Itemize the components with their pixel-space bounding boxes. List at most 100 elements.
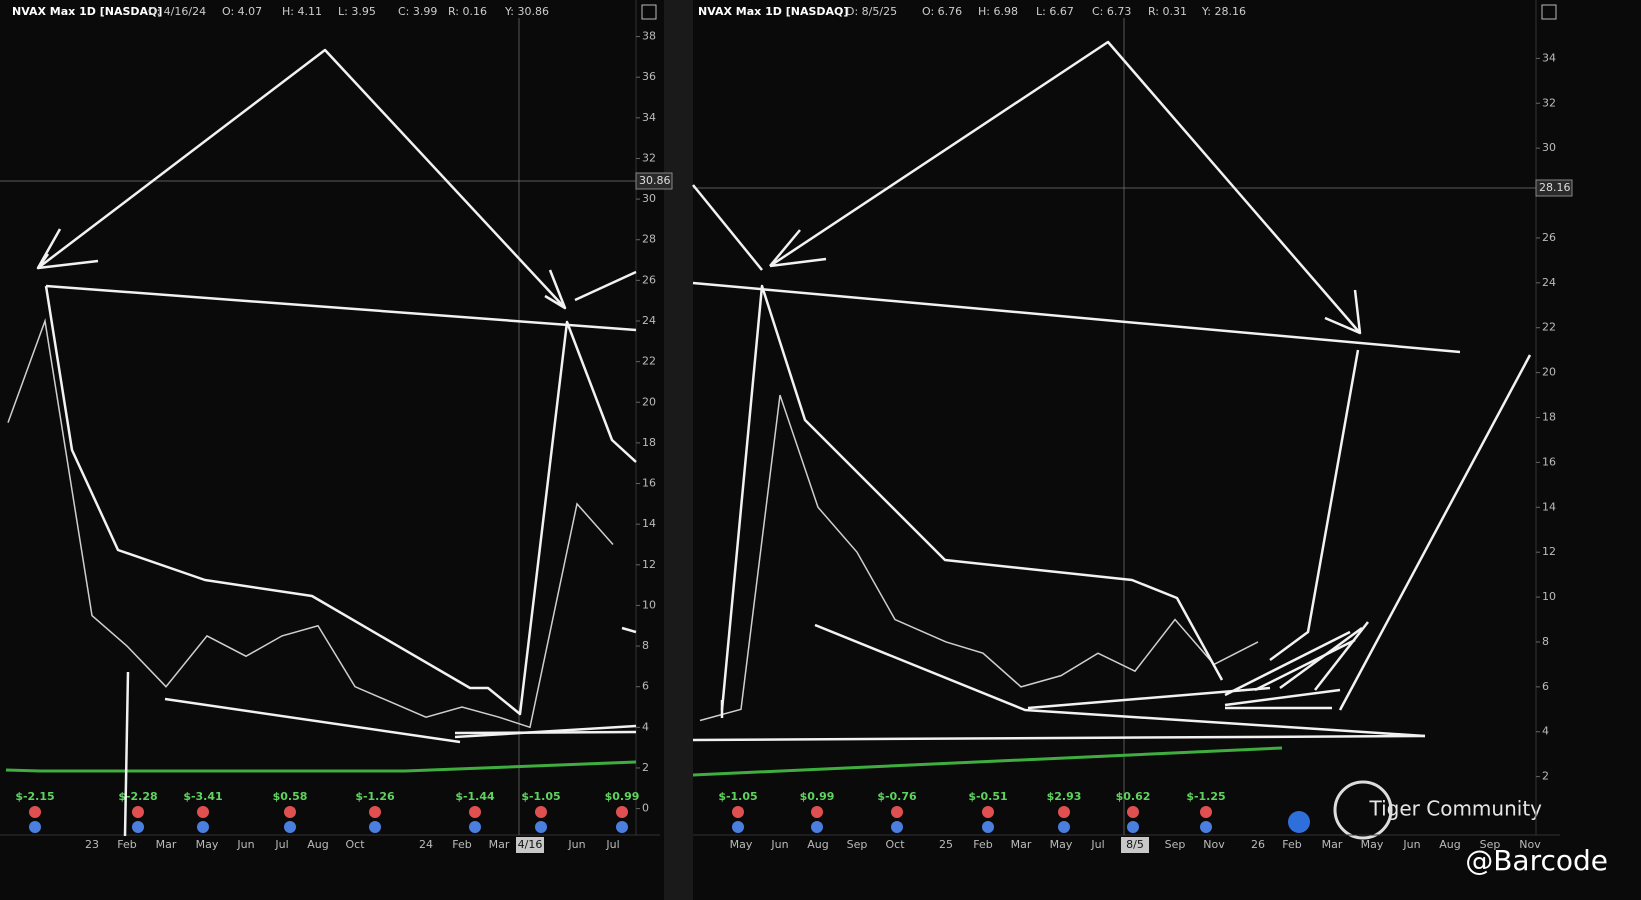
crosshair-date-box — [516, 837, 544, 853]
earnings-icon — [616, 821, 628, 833]
watermark-brand: Tiger Community — [1369, 797, 1543, 821]
earnings-icon — [29, 821, 41, 833]
y-tick-label: 26 — [1542, 231, 1556, 244]
y-tick-label: 10 — [642, 598, 656, 611]
earnings-icon — [132, 821, 144, 833]
x-tick-label: 4/16 — [518, 838, 543, 851]
drawn-trendline — [769, 257, 827, 268]
dividend-icon — [469, 806, 481, 818]
header-field: R: 0.31 — [1148, 5, 1187, 18]
y-tick-label: 2 — [1542, 770, 1549, 783]
y-tick-label: 16 — [642, 477, 656, 490]
x-tick-label: Mar — [1011, 838, 1032, 851]
earnings-label: $0.99 — [605, 790, 640, 803]
x-tick-label: Jun — [770, 838, 788, 851]
earnings-label: $-2.15 — [15, 790, 54, 803]
x-tick-label: Oct — [885, 838, 905, 851]
x-tick-label: Aug — [807, 838, 828, 851]
toolbar-icon — [641, 4, 657, 20]
y-tick-label: 28 — [642, 233, 656, 246]
y-tick-label: 6 — [1542, 680, 1549, 693]
green-line — [692, 746, 1283, 777]
earnings-icon — [982, 821, 994, 833]
y-tick-label: 4 — [1542, 725, 1549, 738]
dividend-icon — [616, 806, 628, 818]
toolbar-icon — [1541, 4, 1557, 20]
earnings-icon — [811, 821, 823, 833]
x-tick-label: 25 — [939, 838, 953, 851]
drawn-trendline — [44, 285, 637, 716]
drawn-trendline — [720, 284, 1224, 711]
panel-gap — [664, 0, 693, 900]
earnings-label: $-1.44 — [455, 790, 495, 803]
x-tick-label: Mar — [1322, 838, 1343, 851]
y-tick-label: 36 — [642, 70, 656, 83]
header-field: H: 6.98 — [978, 5, 1018, 18]
x-tick-label: Aug — [307, 838, 328, 851]
x-tick-label: Sep — [847, 838, 868, 851]
y-tick-label: 4 — [642, 720, 649, 733]
y-tick-label: 34 — [642, 111, 656, 124]
x-tick-label: Oct — [345, 838, 365, 851]
y-tick-label: 22 — [642, 355, 656, 368]
y-tick-label: 8 — [1542, 635, 1549, 648]
dividend-icon — [535, 806, 547, 818]
drawn-trendline — [621, 626, 637, 634]
drawn-trendline — [1254, 638, 1356, 692]
help-button[interactable] — [1288, 811, 1310, 833]
earnings-label: $0.58 — [273, 790, 308, 803]
price-line — [699, 394, 1259, 722]
dividend-icon — [1058, 806, 1070, 818]
drawn-trendline — [574, 270, 637, 302]
y-tick-label: 18 — [642, 436, 656, 449]
y-tick-label: 6 — [642, 680, 649, 693]
x-tick-label: Sep — [1480, 838, 1501, 851]
earnings-icon — [284, 821, 296, 833]
y-tick-label: 38 — [642, 30, 656, 43]
y-tick-label: 16 — [1542, 455, 1556, 468]
drawn-trendline — [1269, 349, 1360, 662]
crosshair-label-box — [635, 172, 673, 190]
drawn-trendline — [1324, 289, 1362, 335]
drawn-trendline — [1027, 686, 1271, 710]
earnings-label: $-0.76 — [877, 790, 917, 803]
x-tick-label: 8/5 — [1126, 838, 1144, 851]
x-tick-label: 26 — [1251, 838, 1265, 851]
x-tick-label: 23 — [85, 838, 99, 851]
header-field: D: 4/16/24 — [148, 5, 206, 18]
x-tick-label: Jun — [236, 838, 254, 851]
crosshair-label-box — [1535, 179, 1573, 197]
earnings-label: $-1.26 — [355, 790, 395, 803]
earnings-label: $-1.25 — [1186, 790, 1225, 803]
y-tick-label: 0 — [642, 802, 649, 815]
y-tick-label: 12 — [1542, 545, 1556, 558]
header-field: O: 4.07 — [222, 5, 262, 18]
x-tick-label: Feb — [1282, 838, 1301, 851]
dividend-icon — [132, 806, 144, 818]
drawn-trendline — [454, 730, 637, 735]
earnings-label: $-1.05 — [521, 790, 560, 803]
earnings-label: $0.62 — [1116, 790, 1151, 803]
earnings-label: $2.93 — [1047, 790, 1082, 803]
header-symbol: NVAX Max 1D [NASDAQ] — [12, 5, 162, 18]
x-tick-label: 24 — [419, 838, 433, 851]
header-field: D: 8/5/25 — [846, 5, 897, 18]
drawn-trendline — [1338, 354, 1532, 711]
crosshair-label: 30.86 — [639, 174, 671, 187]
dividend-icon — [197, 806, 209, 818]
dividend-icon — [1127, 806, 1139, 818]
header-field: L: 3.95 — [338, 5, 376, 18]
x-tick-label: Jul — [605, 838, 619, 851]
y-tick-label: 30 — [642, 192, 656, 205]
x-tick-label: Aug — [1439, 838, 1460, 851]
x-tick-label: Mar — [489, 838, 510, 851]
dividend-icon — [982, 806, 994, 818]
drawn-trendline — [692, 734, 1426, 742]
earnings-label: $-2.28 — [118, 790, 157, 803]
header-field: H: 4.11 — [282, 5, 322, 18]
drawn-trendline — [769, 229, 801, 267]
y-tick-label: 24 — [1542, 276, 1556, 289]
crosshair-date-box — [1121, 837, 1149, 853]
x-tick-label: Jun — [567, 838, 585, 851]
